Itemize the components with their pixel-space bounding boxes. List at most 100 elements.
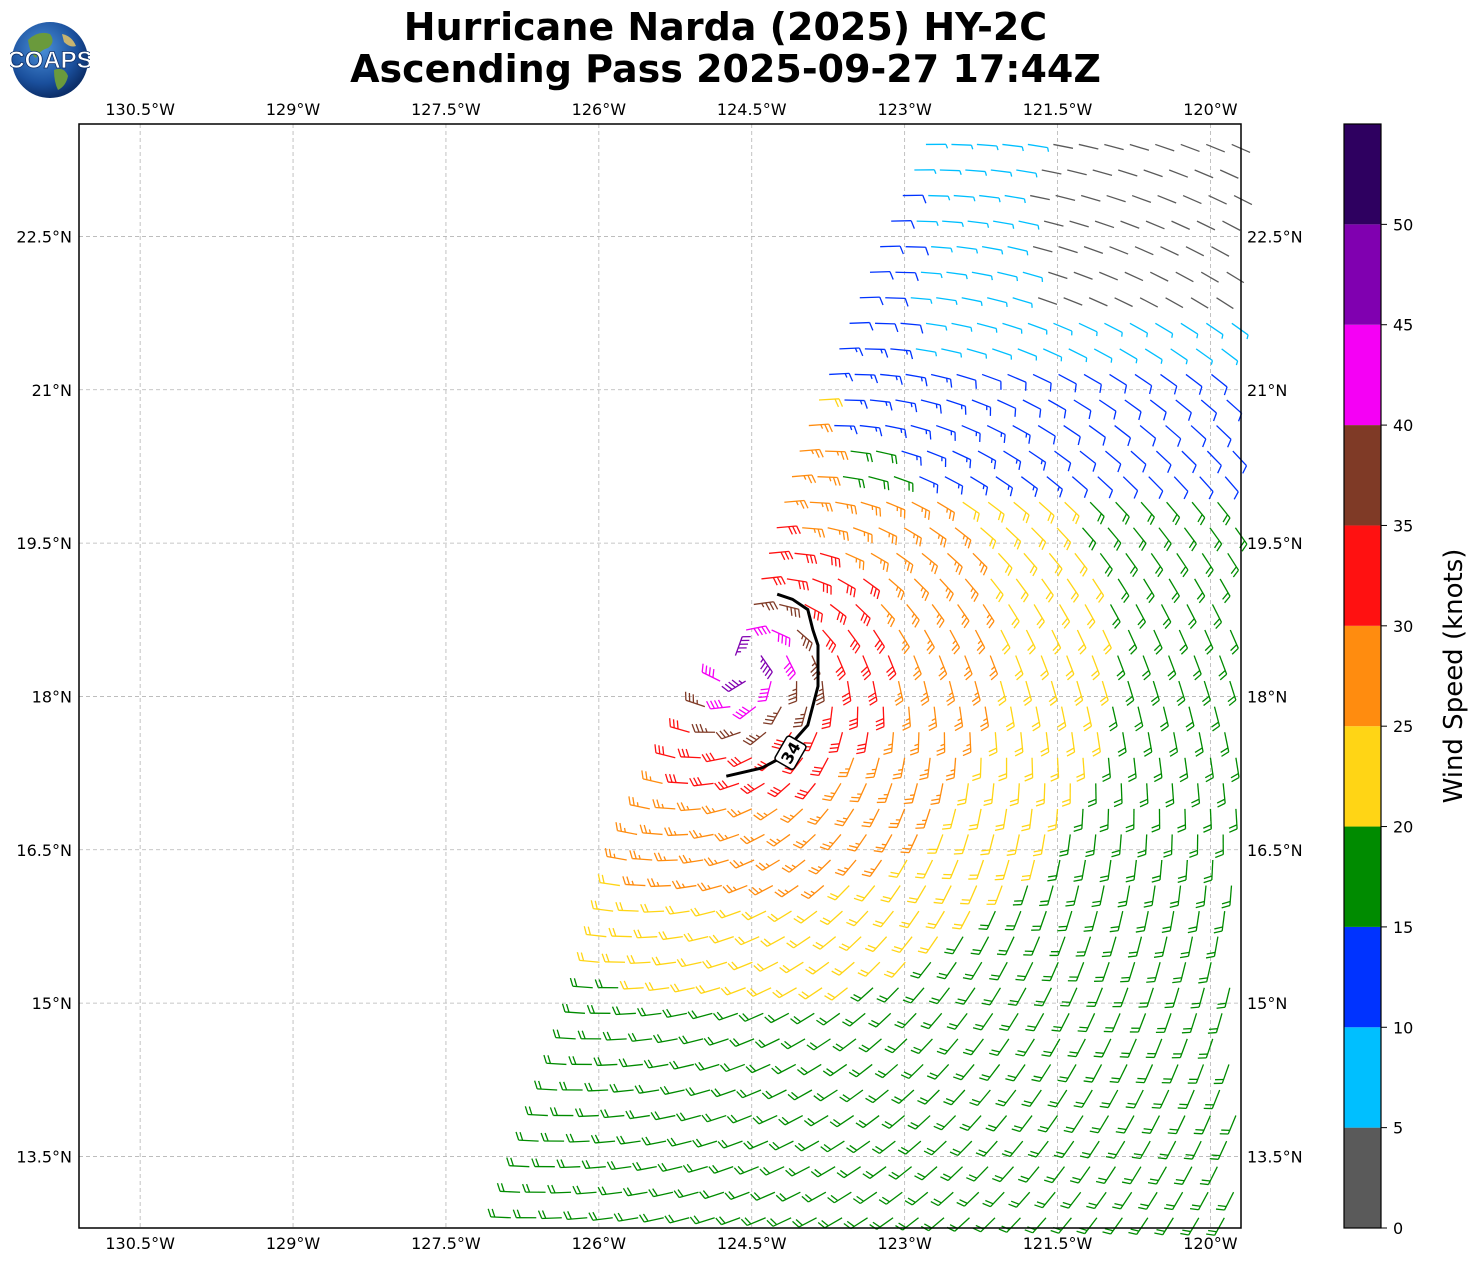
title-line-2: Ascending Pass 2025-09-27 17:44Z	[350, 47, 1101, 91]
wind-barb	[1007, 373, 1027, 391]
wind-barb	[496, 1182, 521, 1193]
wind-barb	[936, 297, 958, 305]
wind-barb	[903, 527, 922, 547]
wind-barb	[907, 1115, 931, 1130]
wind-barb	[1217, 501, 1231, 526]
colorbar-frame	[1343, 123, 1382, 1229]
wind-barb	[1144, 348, 1163, 364]
wind-barb	[1078, 143, 1099, 150]
wind-barb	[1134, 246, 1154, 256]
wind-barb	[892, 757, 906, 780]
lon-tick-label-top: 120°W	[1183, 100, 1238, 119]
wind-barb	[683, 932, 709, 942]
wind-barb	[788, 681, 798, 705]
wind-barb	[855, 1115, 880, 1129]
wind-barb	[625, 1110, 650, 1120]
wind-barb	[1135, 910, 1149, 933]
wind-barb	[1194, 169, 1214, 179]
contour-34kt-label: 34	[774, 735, 807, 770]
wind-barb	[970, 476, 989, 496]
wind-barb	[1164, 1191, 1184, 1211]
wind-barb	[1094, 962, 1110, 982]
colorbar: 0 5 10 15 20 25 30 35 40 45 50	[1343, 123, 1413, 1238]
wind-barb	[1129, 322, 1149, 338]
wind-barb	[702, 959, 728, 969]
wind-barb	[606, 1160, 632, 1170]
wind-barb	[915, 859, 934, 879]
wind-barb	[1039, 885, 1054, 907]
wind-barb	[852, 1191, 878, 1205]
wind-barb	[936, 501, 956, 522]
wind-barb	[990, 578, 1004, 603]
wind-barb	[721, 679, 746, 693]
wind-barb	[905, 373, 928, 387]
wind-barb	[754, 1038, 780, 1049]
wind-barb	[849, 321, 874, 331]
wind-barb	[710, 1088, 736, 1098]
wind-barb	[1204, 629, 1214, 655]
wind-barb	[574, 1108, 599, 1118]
wind-barb	[829, 1115, 855, 1128]
wind-barb	[1203, 808, 1212, 833]
wind-barb	[990, 169, 1013, 177]
wind-barb	[898, 629, 910, 655]
wind-barb	[790, 1012, 815, 1025]
wind-barb	[652, 799, 676, 810]
wind-barb	[825, 450, 849, 461]
wind-barb	[1150, 680, 1160, 706]
wind-barb	[1067, 961, 1085, 982]
wind-barb	[834, 808, 855, 827]
wind-barb	[876, 783, 893, 804]
wind-barb	[1069, 220, 1089, 228]
wind-barb	[864, 348, 889, 358]
wind-barb	[779, 603, 801, 618]
wind-barb	[1012, 424, 1031, 444]
wind-barb	[549, 1107, 574, 1117]
wind-barb	[569, 977, 593, 989]
wind-barb	[925, 322, 948, 331]
wind-barb	[531, 1158, 555, 1168]
wind-barb	[733, 1165, 759, 1175]
wind-barb	[981, 246, 1004, 255]
wind-barb	[613, 1212, 639, 1222]
wind-barb	[936, 424, 956, 441]
wind-barb	[817, 1217, 843, 1229]
wind-barb	[727, 808, 753, 818]
wind-barb	[1031, 910, 1047, 931]
wind-barb	[1220, 732, 1230, 757]
wind-barb	[741, 910, 767, 921]
wind-barb	[1104, 143, 1124, 151]
wind-barb	[1073, 399, 1092, 420]
wind-barb	[1131, 194, 1152, 204]
wind-barb	[626, 955, 651, 964]
wind-barb	[664, 827, 689, 837]
wind-barb	[981, 987, 1001, 1006]
lat-tick-label-left: 16.5°N	[16, 841, 72, 860]
wind-barb	[729, 1038, 755, 1047]
wind-barb	[910, 1038, 933, 1055]
colorbar-segment	[1344, 124, 1381, 225]
wind-barb	[671, 880, 697, 890]
wind-barb	[776, 525, 801, 535]
wind-barb	[1101, 757, 1111, 783]
wind-barb	[662, 1008, 687, 1018]
wind-barb	[1181, 450, 1197, 474]
wind-barb	[962, 961, 983, 980]
wind-barb	[956, 373, 977, 389]
wind-barb	[1177, 859, 1188, 884]
wind-barb	[1189, 834, 1199, 858]
wind-barb	[1018, 220, 1040, 230]
wind-barb	[1151, 1089, 1170, 1109]
wind-barb	[947, 552, 963, 576]
wind-barb	[860, 501, 882, 517]
wind-barb	[552, 1029, 576, 1040]
wind-barb	[895, 271, 919, 282]
wind-barb	[653, 852, 678, 862]
wind-barb	[512, 1209, 537, 1219]
wind-barb	[1079, 1140, 1100, 1159]
wind-barb	[1180, 143, 1200, 153]
wind-barb	[917, 936, 939, 954]
wind-barb	[963, 655, 973, 681]
wind-barb	[897, 1140, 922, 1155]
wind-barb	[904, 1191, 929, 1206]
